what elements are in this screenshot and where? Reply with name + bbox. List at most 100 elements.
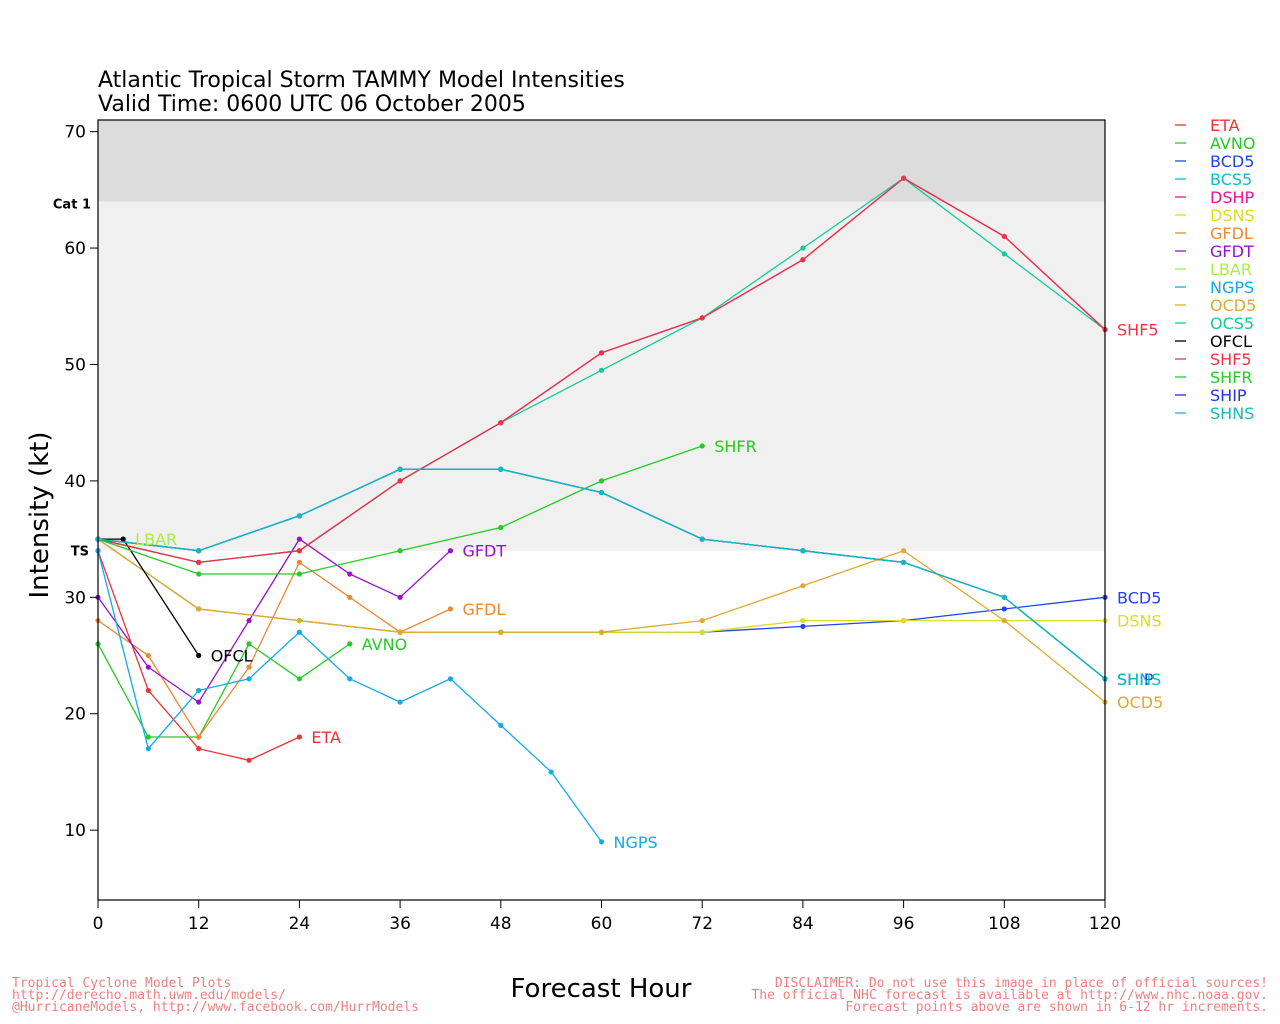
x-tick-label: 96 [893, 914, 915, 934]
data-point-shns [296, 513, 302, 519]
data-point-ocd5 [598, 629, 605, 635]
data-point-avno [246, 641, 252, 647]
data-point-ofcl [120, 536, 126, 542]
x-tick-label: 48 [490, 914, 512, 934]
data-point-ngps [598, 839, 605, 845]
data-point-gfdt [296, 536, 302, 542]
axes: 0 12 24 36 48 60 72 84 96 108 120 10 20 30 40 50 60 70 [64, 123, 1121, 934]
data-point-gfdt [397, 594, 403, 600]
data-point-ocd5 [901, 548, 907, 554]
legend-label-dshp: DSHP [1210, 188, 1255, 207]
end-label-eta: ETA [311, 728, 341, 747]
data-point-shns [397, 466, 403, 472]
data-point-ngps [447, 676, 454, 682]
data-point-shf5 [196, 559, 202, 565]
legend-label-gfdl: GFDL [1210, 224, 1253, 243]
data-point-ngps [498, 722, 504, 728]
data-point-shfr [196, 571, 202, 577]
data-point-ocd5 [196, 606, 202, 612]
data-point-shns [598, 489, 605, 496]
x-tick-label: 24 [289, 914, 311, 934]
x-tick-label: 36 [389, 914, 411, 934]
footer-disclaimer-line: Forecast points above are shown in 6-12 … [845, 1000, 1268, 1015]
legend-label-dsns: DSNS [1210, 206, 1255, 225]
series-line-avno [97, 642, 351, 738]
end-label-shns: SHNS [1117, 670, 1161, 689]
y-tick-label: 50 [64, 355, 86, 375]
series-gfdt [95, 536, 454, 705]
data-point-ocd5 [800, 583, 806, 589]
footer-disclaimer-line: DISCLAIMER: Do not use this image in pla… [774, 976, 1268, 991]
end-label-gfdl: GFDL [462, 600, 505, 619]
end-label-ngps: NGPS [614, 833, 658, 852]
data-point-ngps [145, 746, 151, 752]
data-point-gfdl [347, 594, 353, 600]
footer-credit-line: Tropical Cyclone Model Plots [12, 976, 232, 991]
data-point-gfdt [347, 571, 353, 577]
data-point-shf5 [699, 315, 705, 321]
data-point-shns [901, 559, 907, 565]
legend-label-shfr: SHFR [1210, 368, 1253, 387]
data-point-shf5 [498, 420, 504, 426]
data-point-gfdt [145, 664, 151, 670]
data-point-shns [196, 548, 202, 554]
data-point-gfdl [145, 652, 151, 659]
footer-credit-line[interactable]: http://derecho.math.uwm.edu/models/ [12, 988, 286, 1003]
data-point-ngps [548, 769, 554, 775]
x-tick-label: 60 [591, 914, 613, 934]
legend-label-bcd5: BCD5 [1210, 152, 1254, 171]
x-tick-label: 120 [1089, 914, 1121, 934]
series-line-gfdt [97, 538, 451, 704]
data-point-eta [145, 687, 151, 694]
data-point-ngps [196, 687, 202, 694]
data-point-ocs5 [1001, 251, 1007, 257]
data-point-ofcl [196, 652, 202, 659]
x-tick-label: 72 [691, 914, 713, 934]
data-point-ngps [347, 676, 353, 682]
x-tick-label: 108 [988, 914, 1020, 934]
band-ts [98, 201, 1105, 551]
series-end-labels: ETA AVNO BCD5 DSNS GFDL GFDT LBAR NGPS OCD5 OFCL S… [135, 321, 1163, 852]
data-point-ocd5 [699, 617, 705, 624]
x-tick-label: 12 [188, 914, 210, 934]
end-label-ofcl: OFCL [211, 647, 253, 666]
data-point-avno [145, 734, 151, 740]
data-point-shf5 [800, 257, 806, 263]
band-label: Cat 1 [53, 197, 91, 212]
data-point-gfdt [246, 617, 252, 624]
end-label-bcd5: BCD5 [1117, 588, 1161, 607]
legend-label-avno: AVNO [1210, 134, 1255, 153]
data-point-ocd5 [296, 617, 302, 624]
footer-credit-line[interactable]: @HurricaneModels, http://www.facebook.co… [12, 1000, 419, 1015]
end-label-shf5: SHF5 [1117, 321, 1159, 340]
legend-label-bcs5: BCS5 [1210, 170, 1252, 189]
legend-label-shns: SHNS [1210, 404, 1254, 423]
legend-label-gfdt: GFDT [1210, 242, 1254, 261]
data-point-bcd5 [800, 623, 806, 630]
data-point-bcd5 [1001, 606, 1007, 612]
legend-label-eta: ETA [1210, 116, 1240, 135]
intensity-bands: TS Cat 1 [53, 120, 1105, 560]
data-point-shf5 [397, 478, 403, 484]
data-point-gfdl [246, 664, 252, 670]
legend-label-shf5: SHF5 [1210, 350, 1252, 369]
end-label-gfdt: GFDT [462, 542, 506, 561]
y-tick-label: 60 [64, 239, 86, 259]
end-label-shfr: SHFR [714, 437, 757, 456]
footer-credits: Tropical Cyclone Model Plots http://dere… [12, 976, 419, 1015]
legend-label-ship: SHIP [1210, 386, 1247, 405]
data-point-shf5 [901, 175, 907, 181]
data-point-avno [347, 641, 353, 647]
chart-title: Atlantic Tropical Storm TAMMY Model Inte… [98, 68, 625, 93]
data-point-gfdl [296, 559, 302, 565]
end-label-dsns: DSNS [1117, 612, 1162, 631]
y-axis-label: Intensity (kt) [25, 432, 55, 599]
y-tick-label: 20 [64, 705, 86, 725]
data-point-gfdt [196, 699, 202, 705]
data-point-ngps [246, 676, 252, 682]
x-tick-label: 84 [792, 914, 814, 934]
y-tick-label: 30 [64, 588, 86, 608]
series-ofcl [95, 536, 202, 659]
footer-disclaimer-line: The official NHC forecast is available a… [751, 988, 1268, 1003]
